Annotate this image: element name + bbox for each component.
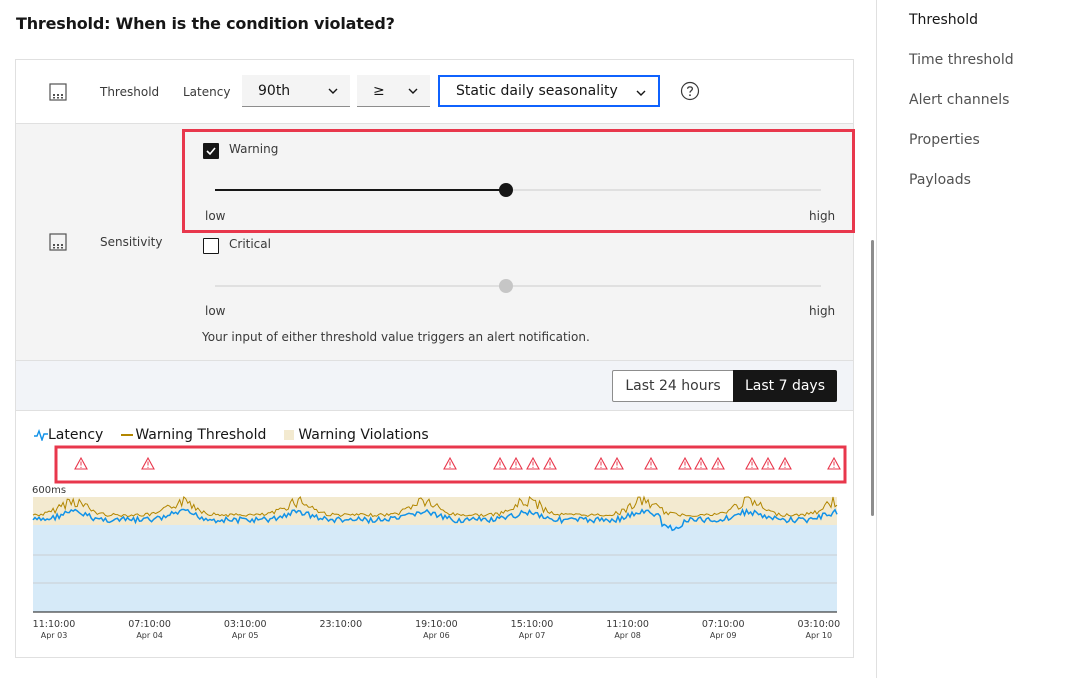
- x-tick-time: 03:10:00: [797, 619, 840, 630]
- critical-slider-handle[interactable]: [498, 279, 513, 293]
- metric-label: Latency: [183, 85, 231, 99]
- x-tick-date: Apr 10: [806, 631, 833, 640]
- alert-triangle-icon[interactable]: [610, 456, 624, 470]
- x-tick-time: 23:10:00: [319, 619, 362, 630]
- x-tick-time: 19:10:00: [415, 619, 458, 630]
- grid-icon: [49, 233, 67, 251]
- threshold-card: Threshold Latency 90th ≥ Static daily se…: [15, 59, 855, 658]
- alert-triangle-icon[interactable]: [526, 456, 540, 470]
- alert-triangle-icon[interactable]: [711, 456, 725, 470]
- alert-triangle-icon[interactable]: [493, 456, 507, 470]
- warning-label: Warning: [229, 142, 279, 156]
- warning-slider-fill: [215, 189, 506, 191]
- critical-slider-track[interactable]: [215, 285, 821, 287]
- critical-high-label: high: [809, 304, 836, 318]
- critical-low-label: low: [205, 304, 226, 318]
- alert-triangle-icon[interactable]: [594, 456, 608, 470]
- x-tick-time: 11:10:00: [606, 619, 649, 630]
- y-max-label: 600ms: [32, 485, 66, 496]
- percentile-dropdown[interactable]: 90th: [242, 75, 350, 107]
- method-value: Static daily seasonality: [456, 83, 618, 99]
- chevron-down-icon: [328, 88, 338, 94]
- x-tick-date: Apr 04: [136, 631, 163, 640]
- alert-triangle-icon[interactable]: [761, 456, 775, 470]
- legend-warning-violations: Warning Violations: [284, 427, 429, 443]
- latency-line: [32, 507, 838, 532]
- time-range-bar: Last 24 hours Last 7 days: [16, 361, 853, 411]
- warning-threshold-line: [32, 495, 838, 518]
- alert-triangle-icon[interactable]: [678, 456, 692, 470]
- alert-triangle-icon[interactable]: [778, 456, 792, 470]
- x-tick-time: 07:10:00: [128, 619, 171, 630]
- critical-checkbox[interactable]: [203, 238, 219, 254]
- x-tick-date: Apr 06: [423, 631, 450, 640]
- nav-item-time-threshold[interactable]: Time threshold: [909, 52, 1014, 68]
- latency-area: [33, 525, 837, 612]
- warning-high-label: high: [809, 209, 836, 223]
- percentile-value: 90th: [258, 82, 291, 99]
- alert-triangle-icon[interactable]: [745, 456, 759, 470]
- alert-triangle-icon[interactable]: [644, 456, 658, 470]
- x-tick-time: 07:10:00: [702, 619, 745, 630]
- x-tick-date: Apr 07: [519, 631, 546, 640]
- warning-slider-handle[interactable]: [498, 183, 513, 197]
- nav-item-payloads[interactable]: Payloads: [909, 172, 971, 188]
- page-title: Threshold: When is the condition violate…: [16, 14, 395, 33]
- alert-strip: [74, 456, 841, 470]
- x-tick-time: 11:10:00: [33, 619, 76, 630]
- pulse-icon: [34, 429, 48, 441]
- x-tick-date: Apr 03: [41, 631, 68, 640]
- method-dropdown[interactable]: Static daily seasonality: [438, 75, 660, 107]
- alert-triangle-icon[interactable]: [141, 456, 155, 470]
- violation-band: [33, 497, 837, 525]
- chevron-down-icon: [408, 88, 418, 94]
- critical-label: Critical: [229, 237, 271, 251]
- chevron-down-icon: [636, 90, 646, 96]
- checkmark-icon: [206, 147, 216, 156]
- alert-triangle-icon[interactable]: [827, 456, 841, 470]
- threshold-label: Threshold: [100, 85, 160, 99]
- area-swatch-icon: [284, 430, 295, 440]
- line-swatch-icon: [121, 434, 134, 436]
- x-tick-date: Apr 08: [614, 631, 641, 640]
- scrollbar[interactable]: [871, 240, 874, 516]
- warning-slider-track[interactable]: [215, 189, 821, 191]
- warning-low-label: low: [205, 209, 226, 223]
- x-tick-time: 03:10:00: [224, 619, 267, 630]
- alert-triangle-icon[interactable]: [509, 456, 523, 470]
- range-24h-button[interactable]: Last 24 hours: [612, 370, 734, 402]
- nav-item-alert-channels[interactable]: Alert channels: [909, 92, 1010, 108]
- alert-triangle-icon[interactable]: [74, 456, 88, 470]
- legend-threshold-label: Warning Threshold: [135, 427, 267, 443]
- legend-violations-label: Warning Violations: [298, 427, 429, 443]
- threshold-row: Threshold Latency 90th ≥ Static daily se…: [16, 60, 853, 124]
- operator-value: ≥: [373, 82, 385, 99]
- warning-checkbox[interactable]: [203, 143, 219, 159]
- chart-legend: Latency Warning Threshold Warning Violat…: [34, 427, 447, 443]
- legend-latency: Latency: [34, 427, 103, 443]
- sensitivity-section: Sensitivity Warning low high Critical lo…: [16, 124, 855, 361]
- alert-triangle-icon[interactable]: [443, 456, 457, 470]
- x-tick-time: 15:10:00: [511, 619, 554, 630]
- sensitivity-hint: Your input of either threshold value tri…: [202, 330, 590, 344]
- x-tick-date: Apr 05: [232, 631, 259, 640]
- sensitivity-label: Sensitivity: [100, 235, 163, 249]
- alert-triangle-icon[interactable]: [694, 456, 708, 470]
- range-7d-button[interactable]: Last 7 days: [733, 370, 837, 402]
- highlight-box: [182, 129, 855, 233]
- nav-item-properties[interactable]: Properties: [909, 132, 980, 148]
- nav-divider: [876, 0, 877, 678]
- x-tick-date: Apr 09: [710, 631, 737, 640]
- nav-item-threshold[interactable]: Threshold: [909, 12, 978, 28]
- help-icon[interactable]: [680, 81, 700, 101]
- alert-highlight-box: [54, 445, 847, 484]
- legend-latency-label: Latency: [48, 427, 104, 443]
- legend-warning-threshold: Warning Threshold: [121, 427, 266, 443]
- operator-dropdown[interactable]: ≥: [357, 75, 430, 107]
- grid-icon: [49, 83, 67, 101]
- alert-triangle-icon[interactable]: [543, 456, 557, 470]
